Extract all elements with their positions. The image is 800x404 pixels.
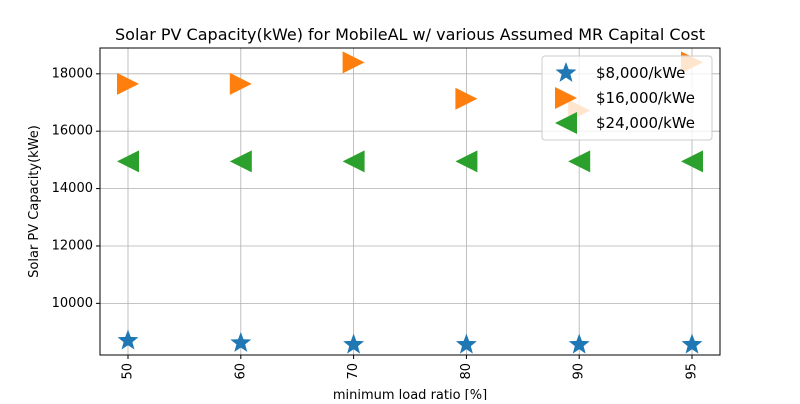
- y-tick-label: 12000: [52, 238, 93, 253]
- y-axis-label: Solar PV Capacity(kWe): [27, 125, 42, 278]
- data-point: [229, 72, 252, 95]
- y-tick-label: 16000: [52, 124, 93, 139]
- series-1-points: [117, 329, 703, 354]
- data-point: [117, 329, 139, 350]
- y-tick-label: 18000: [52, 66, 93, 81]
- chart-title: Solar PV Capacity(kWe) for MobileAL w/ v…: [115, 25, 705, 44]
- legend-label: $16,000/kWe: [596, 89, 695, 107]
- series-3-points: [117, 150, 703, 173]
- legend-marker: [555, 62, 577, 82]
- x-tick-label: 50: [121, 363, 136, 380]
- y-tick-label: 14000: [52, 181, 93, 196]
- data-point: [229, 150, 252, 173]
- data-point: [342, 51, 365, 74]
- legend-label: $24,000/kWe: [596, 114, 695, 132]
- data-point: [681, 150, 703, 173]
- data-point: [117, 72, 139, 95]
- data-point: [117, 150, 139, 173]
- x-tick-label: 70: [346, 363, 361, 380]
- data-point: [342, 150, 365, 173]
- legend-frame: [541, 55, 713, 141]
- x-axis-label: minimum load ratio [%]: [333, 388, 487, 400]
- data-point: [230, 331, 252, 352]
- legend: $8,000/kWe $16,000/kWe $24,000/kWe: [541, 55, 713, 141]
- data-point: [455, 150, 478, 173]
- data-point: [568, 333, 590, 354]
- plot-frame: [99, 47, 721, 356]
- y-axis-ticks: 10000 12000 14000 16000 18000: [52, 66, 100, 311]
- x-tick-label: 95: [685, 363, 700, 380]
- data-point: [343, 333, 365, 354]
- legend-label: $8,000/kWe: [596, 64, 685, 82]
- data-point: [455, 333, 477, 354]
- x-tick-label: 80: [459, 363, 474, 380]
- x-tick-label: 90: [572, 363, 587, 380]
- data-point: [455, 87, 478, 110]
- x-axis-ticks: 50 60 70 80 90 95: [121, 355, 700, 380]
- y-tick-label: 10000: [52, 296, 93, 311]
- legend-marker: [555, 87, 577, 109]
- legend-marker: [555, 112, 577, 134]
- data-point: [681, 333, 703, 354]
- x-tick-label: 60: [233, 363, 248, 380]
- data-point: [568, 150, 591, 173]
